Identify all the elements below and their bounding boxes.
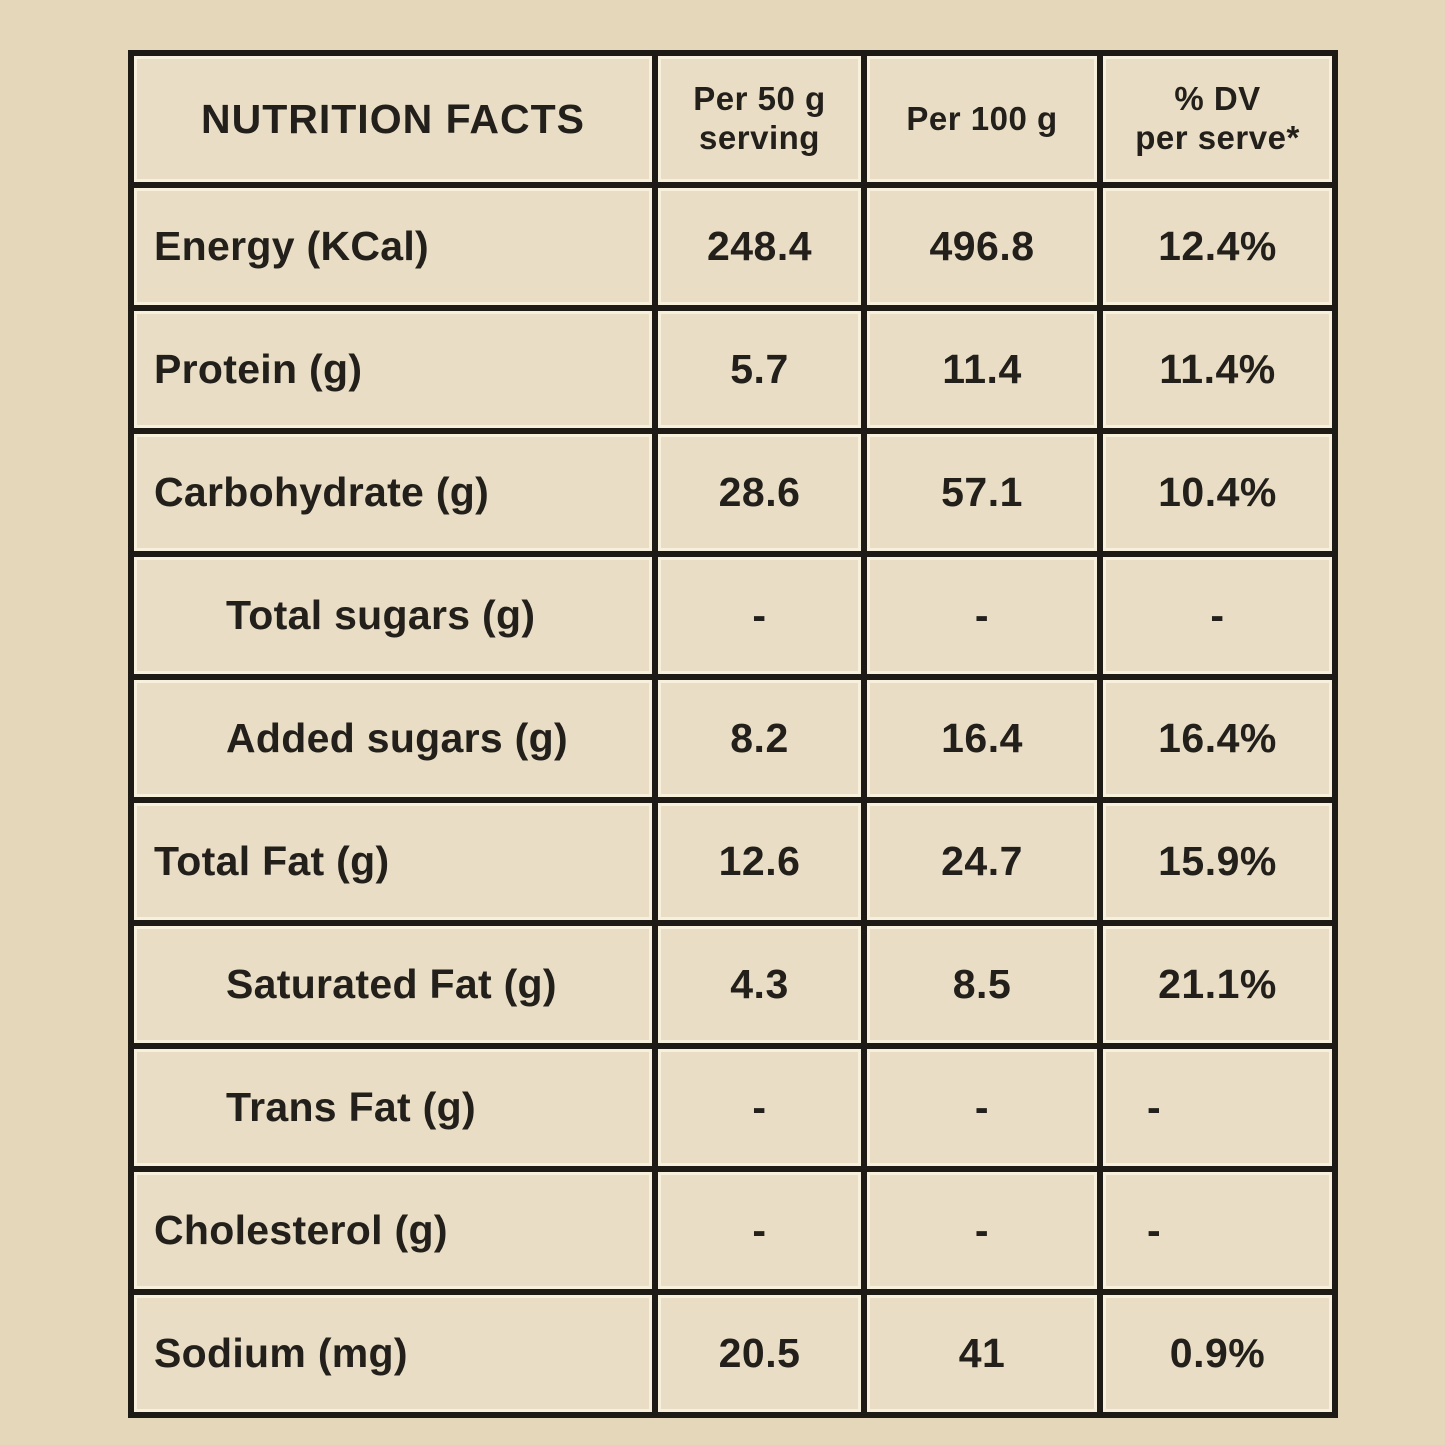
value-per-50g: 8.2 [658, 680, 861, 797]
dv-line1: % DV [1174, 80, 1261, 118]
row-label: Sodium (mg) [134, 1295, 652, 1412]
value-dv: 11.4% [1103, 311, 1332, 428]
row-label: Energy (KCal) [134, 188, 652, 305]
column-header-dv-per-serve: % DV per serve* [1103, 56, 1332, 182]
value-dv: - [1103, 1172, 1332, 1289]
value-dv: 12.4% [1103, 188, 1332, 305]
row-label: Protein (g) [134, 311, 652, 428]
value-per-100g: 57.1 [867, 434, 1097, 551]
value-per-100g: 8.5 [867, 926, 1097, 1043]
value-per-100g: 41 [867, 1295, 1097, 1412]
value-per-100g: 16.4 [867, 680, 1097, 797]
row-label: Saturated Fat (g) [134, 926, 652, 1043]
value-dv: 15.9% [1103, 803, 1332, 920]
value-per-50g: 12.6 [658, 803, 861, 920]
row-label: Added sugars (g) [134, 680, 652, 797]
per-50g-line2: serving [699, 119, 820, 156]
column-header-per-50g-serving: Per 50 g serving [658, 56, 861, 182]
row-label: Total sugars (g) [134, 557, 652, 674]
per-50g-line1: Per 50 g [693, 80, 826, 118]
table-title: NUTRITION FACTS [134, 56, 652, 182]
value-per-50g: 5.7 [658, 311, 861, 428]
row-label: Total Fat (g) [134, 803, 652, 920]
column-header-per-100g: Per 100 g [867, 56, 1097, 182]
value-per-50g: - [658, 1172, 861, 1289]
dv-line2: per serve* [1135, 119, 1300, 156]
value-per-50g: - [658, 1049, 861, 1166]
row-label: Trans Fat (g) [134, 1049, 652, 1166]
value-per-100g: - [867, 1172, 1097, 1289]
value-per-100g: - [867, 557, 1097, 674]
value-per-100g: 24.7 [867, 803, 1097, 920]
value-dv: - [1103, 557, 1332, 674]
value-dv: 10.4% [1103, 434, 1332, 551]
value-dv: 21.1% [1103, 926, 1332, 1043]
value-per-50g: 4.3 [658, 926, 861, 1043]
value-per-100g: 496.8 [867, 188, 1097, 305]
row-label: Cholesterol (g) [134, 1172, 652, 1289]
value-per-50g: 20.5 [658, 1295, 861, 1412]
value-dv: - [1103, 1049, 1332, 1166]
value-per-50g: 248.4 [658, 188, 861, 305]
value-per-100g: - [867, 1049, 1097, 1166]
row-label: Carbohydrate (g) [134, 434, 652, 551]
value-per-100g: 11.4 [867, 311, 1097, 428]
value-dv: 16.4% [1103, 680, 1332, 797]
value-dv: 0.9% [1103, 1295, 1332, 1412]
value-per-50g: - [658, 557, 861, 674]
nutrition-facts-table: NUTRITION FACTS Per 50 g serving Per 100… [128, 50, 1338, 1418]
value-per-50g: 28.6 [658, 434, 861, 551]
